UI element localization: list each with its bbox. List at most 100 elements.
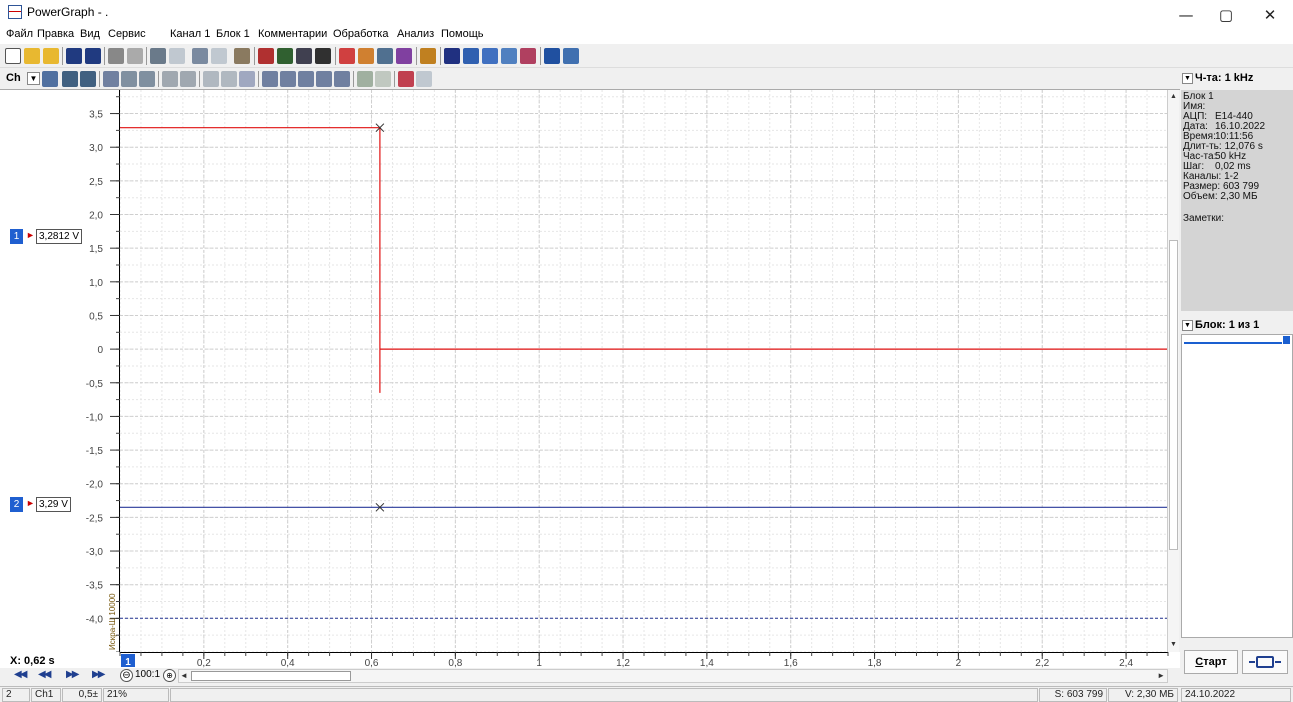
scroll-up-icon[interactable]: ▲ (1170, 93, 1177, 100)
last-block-icon[interactable]: ▶▶ (92, 669, 105, 680)
y-axis-tick-label: -3,5 (86, 581, 104, 592)
fullscale-icon[interactable] (180, 71, 196, 87)
menu-view[interactable]: Вид (80, 28, 100, 40)
overlay-icon[interactable] (357, 71, 373, 87)
x-axis-tick-label: 2,2 (1035, 658, 1049, 668)
channel-select[interactable]: Ch ▼ (6, 71, 40, 87)
next-block-icon[interactable]: ▶▶ (66, 669, 79, 680)
zoom-icon[interactable] (463, 48, 479, 64)
record-icon[interactable] (277, 48, 293, 64)
save-icon[interactable] (66, 48, 82, 64)
y-axis-tick-label: -0,5 (86, 379, 104, 390)
stack-icon[interactable] (375, 71, 391, 87)
menu-analysis[interactable]: Анализ (397, 28, 435, 40)
spectrum-icon[interactable] (377, 48, 393, 64)
vertical-scrollbar[interactable]: ▲ ▼ (1167, 90, 1179, 652)
clear-markers-icon[interactable] (416, 71, 432, 87)
function-icon[interactable] (420, 48, 436, 64)
move-icon[interactable] (121, 71, 137, 87)
frequency-dropdown[interactable]: ▼ Ч-та: 1 kHz (1180, 68, 1293, 88)
open-recent-icon[interactable] (43, 48, 59, 64)
menu-help[interactable]: Помощь (441, 28, 484, 40)
battery-icon[interactable] (315, 48, 331, 64)
connect-device-button[interactable] (1242, 650, 1288, 674)
vertical-scroll-thumb[interactable] (1169, 240, 1178, 550)
channel-properties-icon[interactable] (203, 71, 219, 87)
menu-file[interactable]: Файл (6, 28, 34, 40)
zoom-in-button[interactable]: ⊕ (163, 669, 176, 682)
block-list[interactable] (1181, 334, 1293, 638)
delete-marker-icon[interactable] (398, 71, 414, 87)
math-icon[interactable] (358, 48, 374, 64)
scroll-right-icon[interactable]: ► (1157, 671, 1165, 680)
x-axis-tick-label: 1,8 (868, 658, 882, 668)
maximize-button[interactable]: ▢ (1218, 6, 1234, 24)
start-button[interactable]: Старт (1184, 650, 1238, 674)
block-dropdown[interactable]: ▼ Блок: 1 из 1 (1180, 316, 1293, 334)
horizontal-scrollbar[interactable]: ◄ ► (178, 669, 1168, 683)
first-block-icon[interactable]: ◀◀ (14, 669, 27, 680)
calibrate-icon[interactable] (396, 48, 412, 64)
zoom-out-button[interactable]: ⊖ (120, 669, 133, 682)
new-file-icon[interactable] (5, 48, 21, 64)
help-icon[interactable] (544, 48, 560, 64)
scroll-left-icon[interactable]: ◄ (180, 671, 188, 680)
toolbar-separator (199, 71, 200, 87)
center-icon[interactable] (139, 71, 155, 87)
previous-block-icon[interactable]: ◀◀ (38, 669, 51, 680)
stop-icon[interactable] (296, 48, 312, 64)
menu-block[interactable]: Блок 1 (216, 28, 250, 40)
print-preview-icon[interactable] (127, 48, 143, 64)
scroll-down-icon[interactable]: ▼ (1170, 641, 1177, 648)
layout-1-icon[interactable] (262, 71, 278, 87)
table-icon[interactable] (444, 48, 460, 64)
start-label-rest: тарт (1203, 656, 1227, 668)
channel-2-arrow-icon: ► (26, 498, 35, 508)
find-icon[interactable] (258, 48, 274, 64)
filter-icon[interactable] (339, 48, 355, 64)
menu-service[interactable]: Сервис (108, 28, 146, 40)
menu-comments[interactable]: Комментарии (258, 28, 328, 40)
layout-2-icon[interactable] (280, 71, 296, 87)
print-icon[interactable] (108, 48, 124, 64)
layout-5-icon[interactable] (334, 71, 350, 87)
status-scale: 0,5± (62, 688, 102, 702)
histogram-icon[interactable] (482, 48, 498, 64)
y-axis-tick-label: 0,5 (89, 311, 103, 322)
info-adc-key: АЦП: (1183, 111, 1208, 122)
y-axis: 3,5 3,0 2,5 2,0 1,5 1,0 0,5 0 -0,5 -1,0 -1,5 -2,0 -2… (86, 90, 120, 653)
copy-block-icon[interactable] (192, 48, 208, 64)
about-icon[interactable] (563, 48, 579, 64)
channel-options-icon[interactable] (42, 71, 58, 87)
device-connect-icon (1249, 656, 1281, 668)
menu-channel[interactable]: Канал 1 (170, 28, 211, 40)
minimize-button[interactable]: — (1178, 6, 1194, 24)
zoom-out-y-icon[interactable] (80, 71, 96, 87)
menu-processing[interactable]: Обработка (333, 28, 389, 40)
close-button[interactable]: ✕ (1263, 6, 1277, 24)
status-volume: V: 2,30 МБ (1108, 688, 1178, 702)
fit-vertical-icon[interactable] (103, 71, 119, 87)
layout-4-icon[interactable] (316, 71, 332, 87)
horizontal-scroll-thumb[interactable] (191, 671, 351, 681)
paste-icon[interactable] (169, 48, 185, 64)
zoom-in-y-icon[interactable] (62, 71, 78, 87)
graph-icon[interactable] (501, 48, 517, 64)
device-label: Искра-Ш 10000 (108, 593, 117, 650)
cut-icon[interactable] (221, 71, 237, 87)
paste-block-icon[interactable] (211, 48, 227, 64)
autoscale-icon[interactable] (162, 71, 178, 87)
signal-chart[interactable] (120, 90, 1168, 652)
menu-edit[interactable]: Правка (37, 28, 75, 40)
analysis-icon[interactable] (520, 48, 536, 64)
block-list-item[interactable] (1184, 336, 1290, 344)
y-axis-tick-label: -2,5 (86, 513, 104, 524)
save-as-icon[interactable] (85, 48, 101, 64)
layout-3-icon[interactable] (298, 71, 314, 87)
plot-area[interactable] (120, 90, 1168, 652)
copy-icon[interactable] (150, 48, 166, 64)
y-axis-tick-label: -1,5 (86, 446, 104, 457)
open-folder-icon[interactable] (24, 48, 40, 64)
clipboard-icon[interactable] (234, 48, 250, 64)
split-icon[interactable] (239, 71, 255, 87)
